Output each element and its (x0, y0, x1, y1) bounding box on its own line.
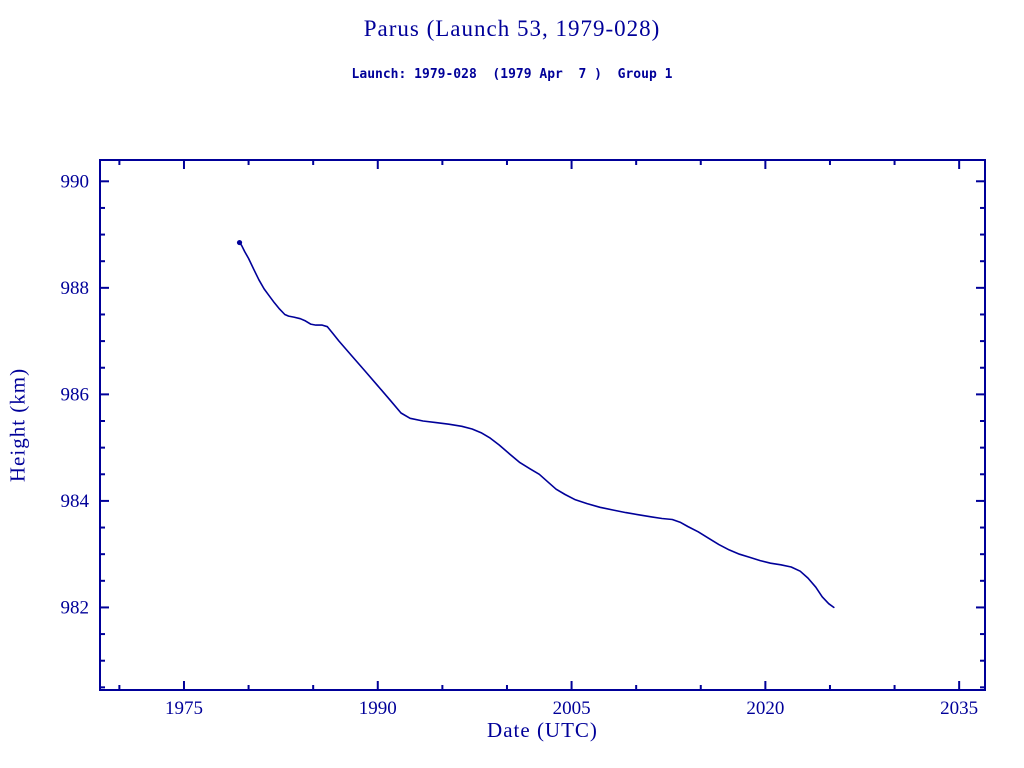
plot-frame (99, 159, 986, 691)
y-tick-label: 982 (61, 597, 90, 618)
x-tick-label: 2020 (746, 698, 784, 719)
x-tick-label: 1990 (359, 698, 397, 719)
y-axis-label: Height (km) (5, 367, 30, 483)
start-marker (236, 239, 243, 246)
data-line (238, 241, 835, 609)
y-tick-label: 986 (61, 384, 90, 405)
y-tick-label: 984 (61, 491, 90, 512)
y-tick-label: 988 (61, 278, 90, 299)
x-tick-label: 2035 (940, 698, 978, 719)
x-axis-label: Date (UTC) (487, 718, 598, 742)
x-tick-label: 2005 (553, 698, 591, 719)
chart-title: Parus (Launch 53, 1979-028) (363, 16, 661, 41)
y-tick-label: 990 (61, 171, 90, 192)
x-tick-label: 1975 (165, 698, 203, 719)
chart-subtitle: Launch: 1979-028 (1979 Apr 7 ) Group 1 (351, 67, 673, 82)
